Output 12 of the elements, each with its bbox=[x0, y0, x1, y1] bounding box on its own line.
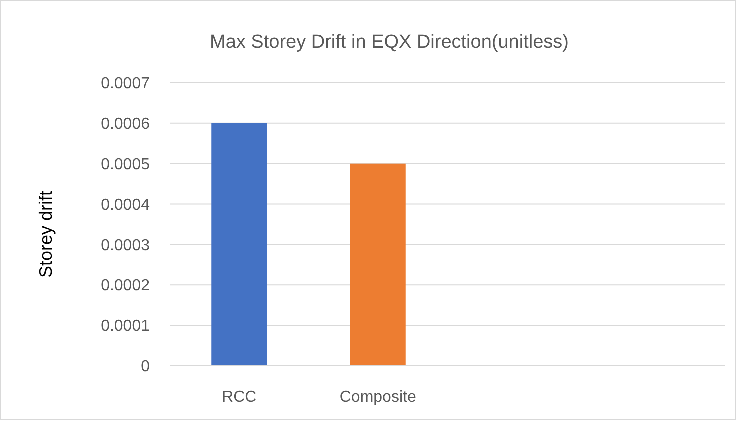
y-tick-label: 0.0001 bbox=[101, 318, 150, 336]
y-tick-label: 0.0006 bbox=[101, 116, 150, 134]
y-axis-title: Storey drift bbox=[36, 190, 56, 278]
y-tick-label: 0.0005 bbox=[101, 156, 150, 174]
y-tick-label: 0.0002 bbox=[101, 278, 150, 295]
x-tick-label: RCC bbox=[222, 389, 257, 406]
y-tick-label: 0 bbox=[141, 358, 150, 376]
y-tick-label: 0.0004 bbox=[101, 196, 150, 214]
y-tick-label: 0.0003 bbox=[101, 237, 150, 254]
y-tick-label: 0.0007 bbox=[101, 76, 150, 93]
x-tick-label: Composite bbox=[340, 389, 416, 406]
chart-title: Max Storey Drift in EQX Direction(unitless) bbox=[210, 32, 569, 53]
